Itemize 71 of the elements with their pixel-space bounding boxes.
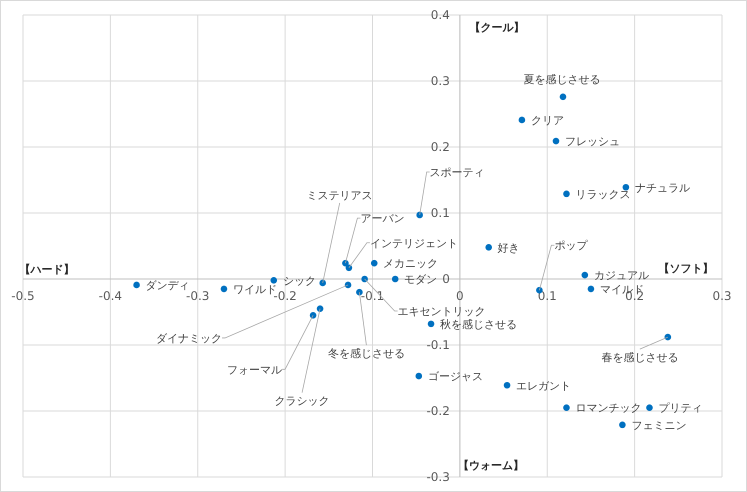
- point: [416, 212, 423, 218]
- data-label: 秋を感じさせる: [440, 318, 518, 331]
- annotation: 【ウォーム】: [458, 459, 524, 472]
- y-tick-label: 0.1: [430, 206, 450, 220]
- annotation: 【ハード】: [20, 263, 74, 276]
- data-label: シック: [282, 274, 316, 288]
- data-label: プリティ: [658, 402, 702, 415]
- data-label: 冬を感じさせる: [328, 347, 405, 360]
- point: [310, 312, 316, 319]
- data-label: モダン: [404, 273, 438, 286]
- point: [622, 184, 630, 191]
- point: [361, 276, 368, 282]
- point: [428, 320, 434, 328]
- point: [664, 334, 672, 340]
- point: [346, 264, 352, 272]
- point: [416, 372, 422, 380]
- data-label: 夏を感じさせる: [523, 72, 600, 86]
- data-label: クリア: [530, 114, 564, 127]
- point: [518, 116, 526, 124]
- data-label: ゴージャス: [428, 370, 483, 384]
- y-tick-label: -0.2: [426, 404, 450, 418]
- annotation: 【クール】: [470, 21, 524, 34]
- y-tick-label: -0.3: [426, 470, 450, 484]
- point: [588, 286, 594, 292]
- point: [392, 276, 399, 282]
- point: [552, 138, 560, 144]
- data-label: ナチュラル: [634, 181, 690, 194]
- data-label: フォーマル: [227, 363, 282, 376]
- point: [319, 280, 326, 286]
- data-label: フレッシュ: [564, 135, 620, 148]
- point: [646, 404, 653, 411]
- point: [619, 422, 626, 428]
- x-tick-label: 0.3: [712, 289, 732, 303]
- x-tick-label: -0.5: [11, 289, 35, 303]
- data-label: クラシック: [274, 394, 330, 408]
- data-label: インテリジェント: [370, 236, 458, 250]
- x-tick-label: -0.1: [360, 289, 384, 303]
- point: [582, 272, 588, 278]
- data-label: エキセントリック: [398, 305, 486, 318]
- data-label: ダンディ: [146, 278, 190, 292]
- data-label: スポーティ: [430, 166, 485, 179]
- point: [563, 404, 570, 411]
- point: [485, 244, 492, 251]
- point: [563, 190, 570, 198]
- data-label: メカニック: [383, 257, 438, 270]
- data-label: ポップ: [554, 239, 588, 252]
- point: [133, 282, 140, 288]
- data-label: ミステリアス: [306, 188, 373, 202]
- annotation: 【ソフト】: [658, 262, 714, 275]
- y-tick-label: 0.3: [430, 74, 450, 88]
- x-tick-label: -0.3: [186, 289, 210, 303]
- point: [270, 277, 278, 284]
- x-tick-label: -0.4: [98, 289, 122, 303]
- data-label: 好き: [498, 241, 520, 254]
- x-tick-label: 0: [456, 289, 464, 303]
- data-label: 春を感じさせる: [601, 351, 678, 364]
- data-label: フェミニン: [631, 418, 686, 432]
- y-tick-label: 0.4: [430, 8, 450, 22]
- data-label: ダイナミック: [156, 332, 222, 345]
- y-tick-label: -0.1: [426, 338, 450, 352]
- data-label: カジュアル: [594, 269, 649, 282]
- y-tick-label: 0: [442, 272, 450, 286]
- data-label: エレガント: [516, 379, 572, 392]
- data-label: リラックス: [575, 188, 630, 201]
- point: [220, 286, 228, 292]
- data-label: ロマンチック: [575, 402, 642, 415]
- data-label: アーバン: [360, 212, 404, 226]
- point: [370, 260, 378, 266]
- point: [560, 94, 566, 100]
- point: [504, 382, 510, 389]
- y-tick-label: 0.2: [430, 140, 450, 154]
